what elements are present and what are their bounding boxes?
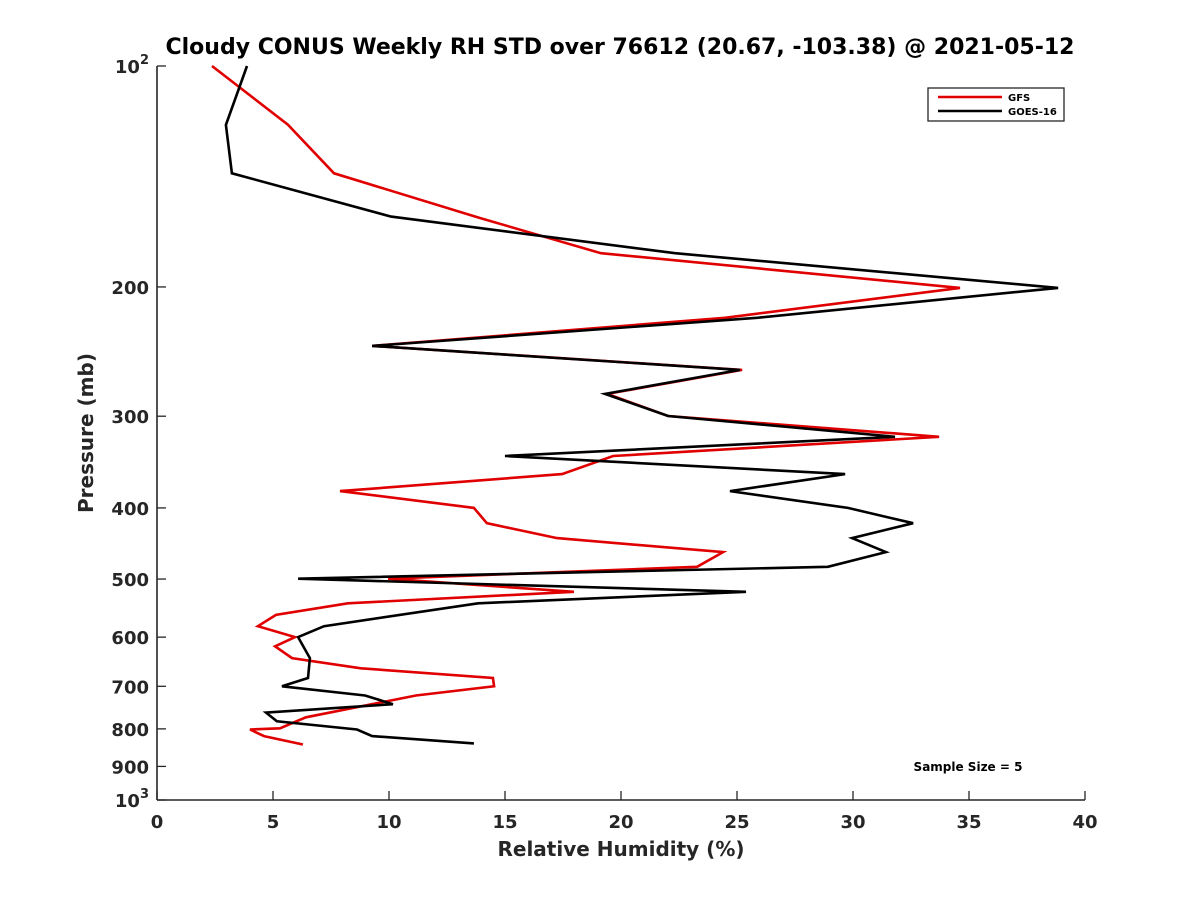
x-tick-label: 25: [724, 812, 749, 833]
y-tick-label: 200: [111, 278, 149, 299]
x-tick-label: 35: [956, 812, 981, 833]
legend-label-goes16: GOES-16: [1008, 107, 1057, 118]
y-tick-label: 400: [111, 499, 149, 520]
legend: GFS GOES-16: [927, 87, 1065, 122]
plot-area: 0 5 10 15 20 25 30 35 40 102 200 300 400 500 600 700 80…: [111, 53, 1097, 833]
y-tick-label: 600: [111, 628, 149, 649]
x-tick-label: 0: [151, 812, 164, 833]
x-axis-label: Relative Humidity (%): [497, 837, 744, 861]
y-tick-label: 700: [111, 677, 149, 698]
y-tick-label: 900: [111, 757, 149, 778]
chart-title: Cloudy CONUS Weekly RH STD over 76612 (2…: [166, 35, 1075, 60]
series-line-gfs: [211, 64, 961, 746]
x-tick-label: 40: [1072, 812, 1097, 833]
series-layer: [211, 64, 1059, 746]
x-tick-label: 5: [267, 812, 280, 833]
y-tick-label: 103: [115, 787, 149, 812]
y-axis-ticks: 102 200 300 400 500 600 700 800 900 103: [111, 53, 166, 812]
x-tick-label: 10: [376, 812, 401, 833]
y-tick-label: 300: [111, 407, 149, 428]
legend-box: [927, 87, 1065, 122]
y-tick-label: 102: [115, 53, 149, 78]
x-tick-label: 30: [840, 812, 865, 833]
x-tick-label: 15: [492, 812, 517, 833]
legend-label-gfs: GFS: [1008, 93, 1030, 104]
y-axis-label: Pressure (mb): [74, 353, 98, 513]
x-axis-ticks: 0 5 10 15 20 25 30 35 40: [151, 791, 1098, 833]
sample-size-annotation: Sample Size = 5: [914, 760, 1023, 774]
x-tick-label: 20: [608, 812, 633, 833]
y-tick-label: 800: [111, 720, 149, 741]
y-tick-label: 500: [111, 570, 149, 591]
series-line-goes16: [224, 65, 1059, 745]
